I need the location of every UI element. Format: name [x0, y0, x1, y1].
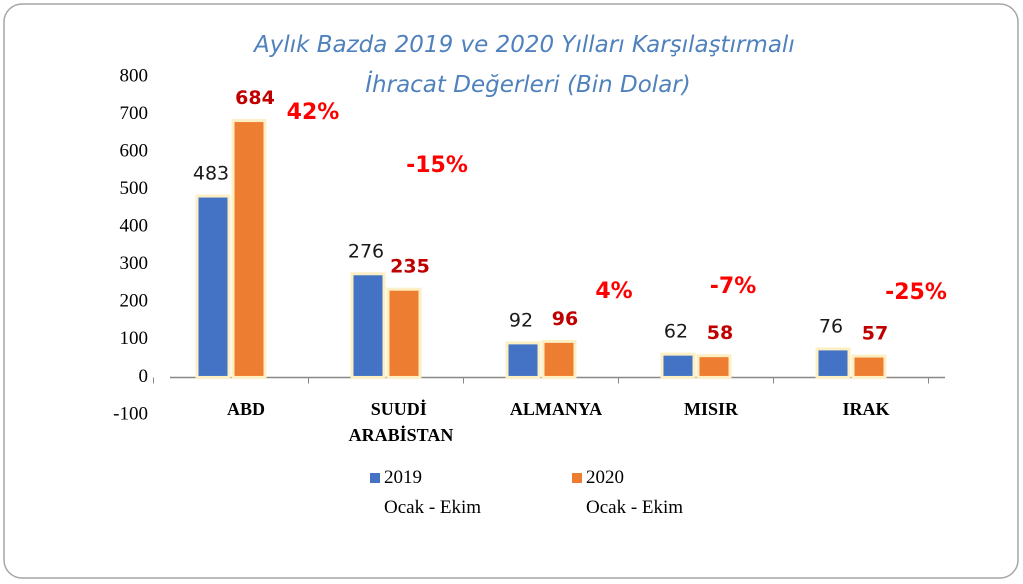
- y-tick-label: 700: [120, 103, 149, 124]
- data-label: 96: [552, 308, 578, 330]
- y-tick-label: 800: [120, 65, 149, 86]
- data-label: 76: [819, 315, 843, 337]
- bar: [541, 339, 577, 379]
- data-label: 276: [348, 240, 384, 262]
- bar: [696, 354, 732, 379]
- chart-title: Aylık Bazda 2019 ve 2020 Yılları Karşıla…: [252, 32, 802, 98]
- data-label: 235: [390, 256, 430, 278]
- data-label: 483: [193, 163, 229, 185]
- y-tick-label: 300: [120, 253, 149, 274]
- bar: [660, 352, 696, 379]
- x-tick-label: ABD: [227, 399, 265, 419]
- bar: [851, 354, 887, 379]
- bar: [505, 341, 541, 379]
- y-tick-label: 100: [120, 328, 149, 349]
- y-tick-label: 600: [120, 140, 149, 161]
- change-label: 4%: [595, 279, 632, 304]
- bar: [815, 347, 851, 379]
- legend-label: 2019 Ocak - Ekim: [384, 467, 481, 518]
- y-tick-label: 0: [139, 366, 149, 387]
- bar: [386, 287, 422, 379]
- data-label: 92: [509, 309, 533, 331]
- x-tick-label: ALMANYA: [510, 399, 602, 419]
- data-label: 57: [862, 323, 888, 345]
- change-label: -7%: [710, 274, 756, 299]
- data-label: 62: [664, 321, 688, 343]
- y-tick-label: 400: [120, 216, 149, 237]
- change-label: 42%: [287, 100, 340, 125]
- y-tick-label: 500: [120, 178, 149, 199]
- x-tick-label: MISIR: [684, 399, 739, 419]
- y-tick-label: -100: [113, 403, 148, 424]
- y-tick-label: 200: [120, 291, 149, 312]
- bar: [231, 119, 267, 379]
- bar: [350, 272, 386, 379]
- data-label: 684: [235, 87, 275, 109]
- x-tick-label: IRAK: [842, 399, 889, 419]
- bar: [195, 194, 231, 379]
- legend-label: 2020 Ocak - Ekim: [586, 467, 683, 518]
- legend-swatch: [572, 473, 582, 483]
- data-label: 58: [707, 322, 733, 344]
- change-label: -15%: [406, 153, 468, 178]
- legend-swatch: [370, 473, 380, 483]
- change-label: -25%: [885, 280, 947, 305]
- x-tick-label: SUUDİ ARABİSTAN: [349, 399, 454, 445]
